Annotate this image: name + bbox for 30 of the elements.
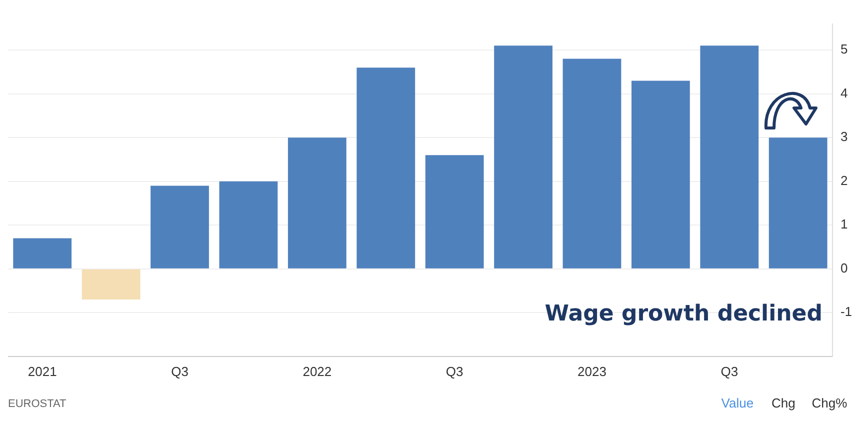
x-tick-label: 2021 bbox=[28, 364, 57, 379]
bar bbox=[494, 46, 552, 268]
bar bbox=[219, 181, 278, 268]
bar bbox=[13, 238, 72, 268]
text: Chg bbox=[772, 396, 796, 411]
x-tick-label: 2022 bbox=[302, 364, 332, 379]
x-tick-label: Q3 bbox=[720, 364, 738, 379]
y-tick-label: 5 bbox=[840, 42, 848, 57]
bar bbox=[631, 80, 690, 268]
text: EUROSTAT bbox=[8, 398, 67, 410]
x-tick-label: Q3 bbox=[446, 364, 464, 379]
y-tick-label: 2 bbox=[840, 172, 848, 188]
y-tick-label: 0 bbox=[840, 260, 848, 276]
y-tick-label: 1 bbox=[840, 216, 848, 232]
y-tick-label: -1 bbox=[840, 304, 852, 320]
x-tick-label: Q3 bbox=[171, 364, 188, 379]
y-tick-label: 3 bbox=[840, 129, 848, 144]
bar bbox=[425, 155, 484, 268]
bar bbox=[82, 269, 140, 300]
bar bbox=[562, 58, 622, 268]
bar bbox=[356, 68, 416, 268]
bar bbox=[288, 138, 346, 268]
text: Value bbox=[721, 396, 754, 411]
bar bbox=[150, 186, 209, 268]
bar bbox=[700, 46, 759, 268]
x-tick-label: 2023 bbox=[578, 364, 606, 379]
y-tick-label: 4 bbox=[840, 85, 848, 100]
text: Chg% bbox=[812, 396, 848, 411]
bar bbox=[768, 138, 828, 268]
annotation: Wage growth declined bbox=[544, 302, 822, 327]
